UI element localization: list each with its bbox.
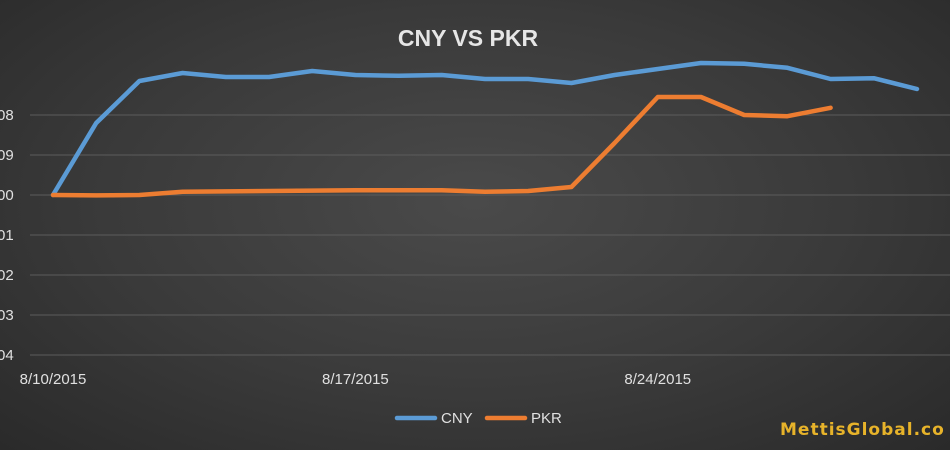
x-tick-label: 8/17/2015 <box>322 371 389 388</box>
x-tick-label: 8/24/2015 <box>624 371 691 388</box>
watermark-logo: MettisGlobal.co <box>780 420 945 440</box>
legend-label-cny: CNY <box>441 410 473 427</box>
chart-title: CNY VS PKR <box>398 25 539 51</box>
y-tick-label: 03 <box>0 307 14 324</box>
y-tick-label: 04 <box>0 347 14 364</box>
x-tick-label: 8/10/2015 <box>20 371 87 388</box>
y-tick-label: 01 <box>0 227 14 244</box>
gridlines <box>30 114 950 356</box>
y-tick-label: 08 <box>0 107 14 124</box>
legend: CNY PKR <box>394 410 562 427</box>
y-tick-label: 09 <box>0 147 14 164</box>
legend-label-pkr: PKR <box>531 410 562 427</box>
y-tick-label: 02 <box>0 267 14 284</box>
series-line-pkr <box>50 94 833 198</box>
y-axis-ticks: 08 09 00 01 02 03 04 <box>0 107 14 364</box>
series-lines <box>50 60 920 198</box>
x-axis-ticks: 8/10/2015 8/17/2015 8/24/2015 <box>20 371 692 388</box>
y-tick-label: 00 <box>0 187 14 204</box>
series-line-cny <box>50 60 920 198</box>
